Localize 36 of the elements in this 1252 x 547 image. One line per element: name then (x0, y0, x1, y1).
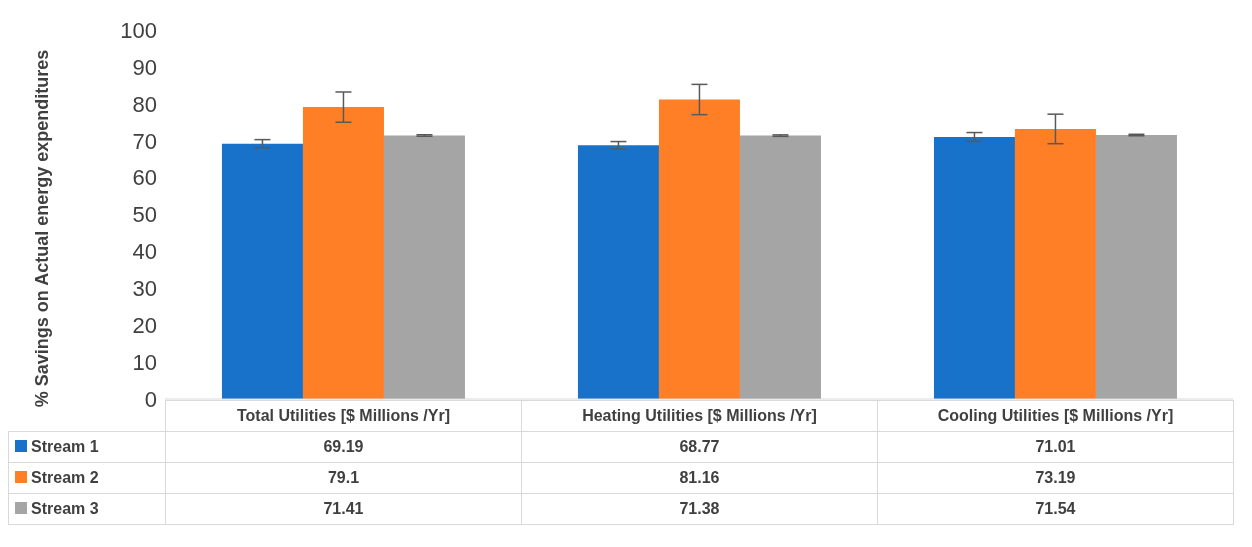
bar (383, 135, 465, 399)
data-label: 71.41 (165, 493, 522, 525)
x-tick-label: Heating Utilities [$ Millions /Yr] (521, 400, 878, 432)
data-label: 68.77 (521, 431, 878, 463)
y-axis-title: % Savings on Actual energy expenditures (32, 49, 52, 408)
data-label: 79.1 (165, 462, 522, 494)
x-tick-label: Total Utilities [$ Millions /Yr] (165, 400, 522, 432)
y-tick-label: 20 (132, 313, 157, 339)
legend-label: Stream 1 (8, 431, 166, 463)
data-label: 71.54 (877, 493, 1234, 525)
bar (1095, 135, 1177, 399)
y-tick-label: 90 (132, 54, 157, 80)
bar (1014, 128, 1096, 399)
y-tick-label: 10 (132, 349, 157, 375)
data-label: 81.16 (521, 462, 878, 494)
y-tick-label: 60 (132, 165, 157, 191)
y-tick-label: 40 (132, 239, 157, 265)
y-tick-label: 30 (132, 276, 157, 302)
legend-label: Stream 3 (8, 493, 166, 525)
y-tick-label: 80 (132, 91, 157, 117)
bar (658, 99, 740, 399)
bar (577, 145, 659, 399)
bar (221, 143, 303, 399)
y-tick-label: 100 (120, 17, 157, 43)
data-label: 71.01 (877, 431, 1234, 463)
y-tick-label: 0 (144, 386, 157, 412)
x-tick-label: Cooling Utilities [$ Millions /Yr] (877, 400, 1234, 432)
bar (302, 107, 384, 399)
legend-label: Stream 2 (8, 462, 166, 494)
data-label: 69.19 (165, 431, 522, 463)
data-label: 73.19 (877, 462, 1234, 494)
bar (739, 135, 821, 399)
y-tick-label: 50 (132, 202, 157, 228)
bar (933, 136, 1015, 399)
y-tick-label: 70 (132, 128, 157, 154)
data-label: 71.38 (521, 493, 878, 525)
